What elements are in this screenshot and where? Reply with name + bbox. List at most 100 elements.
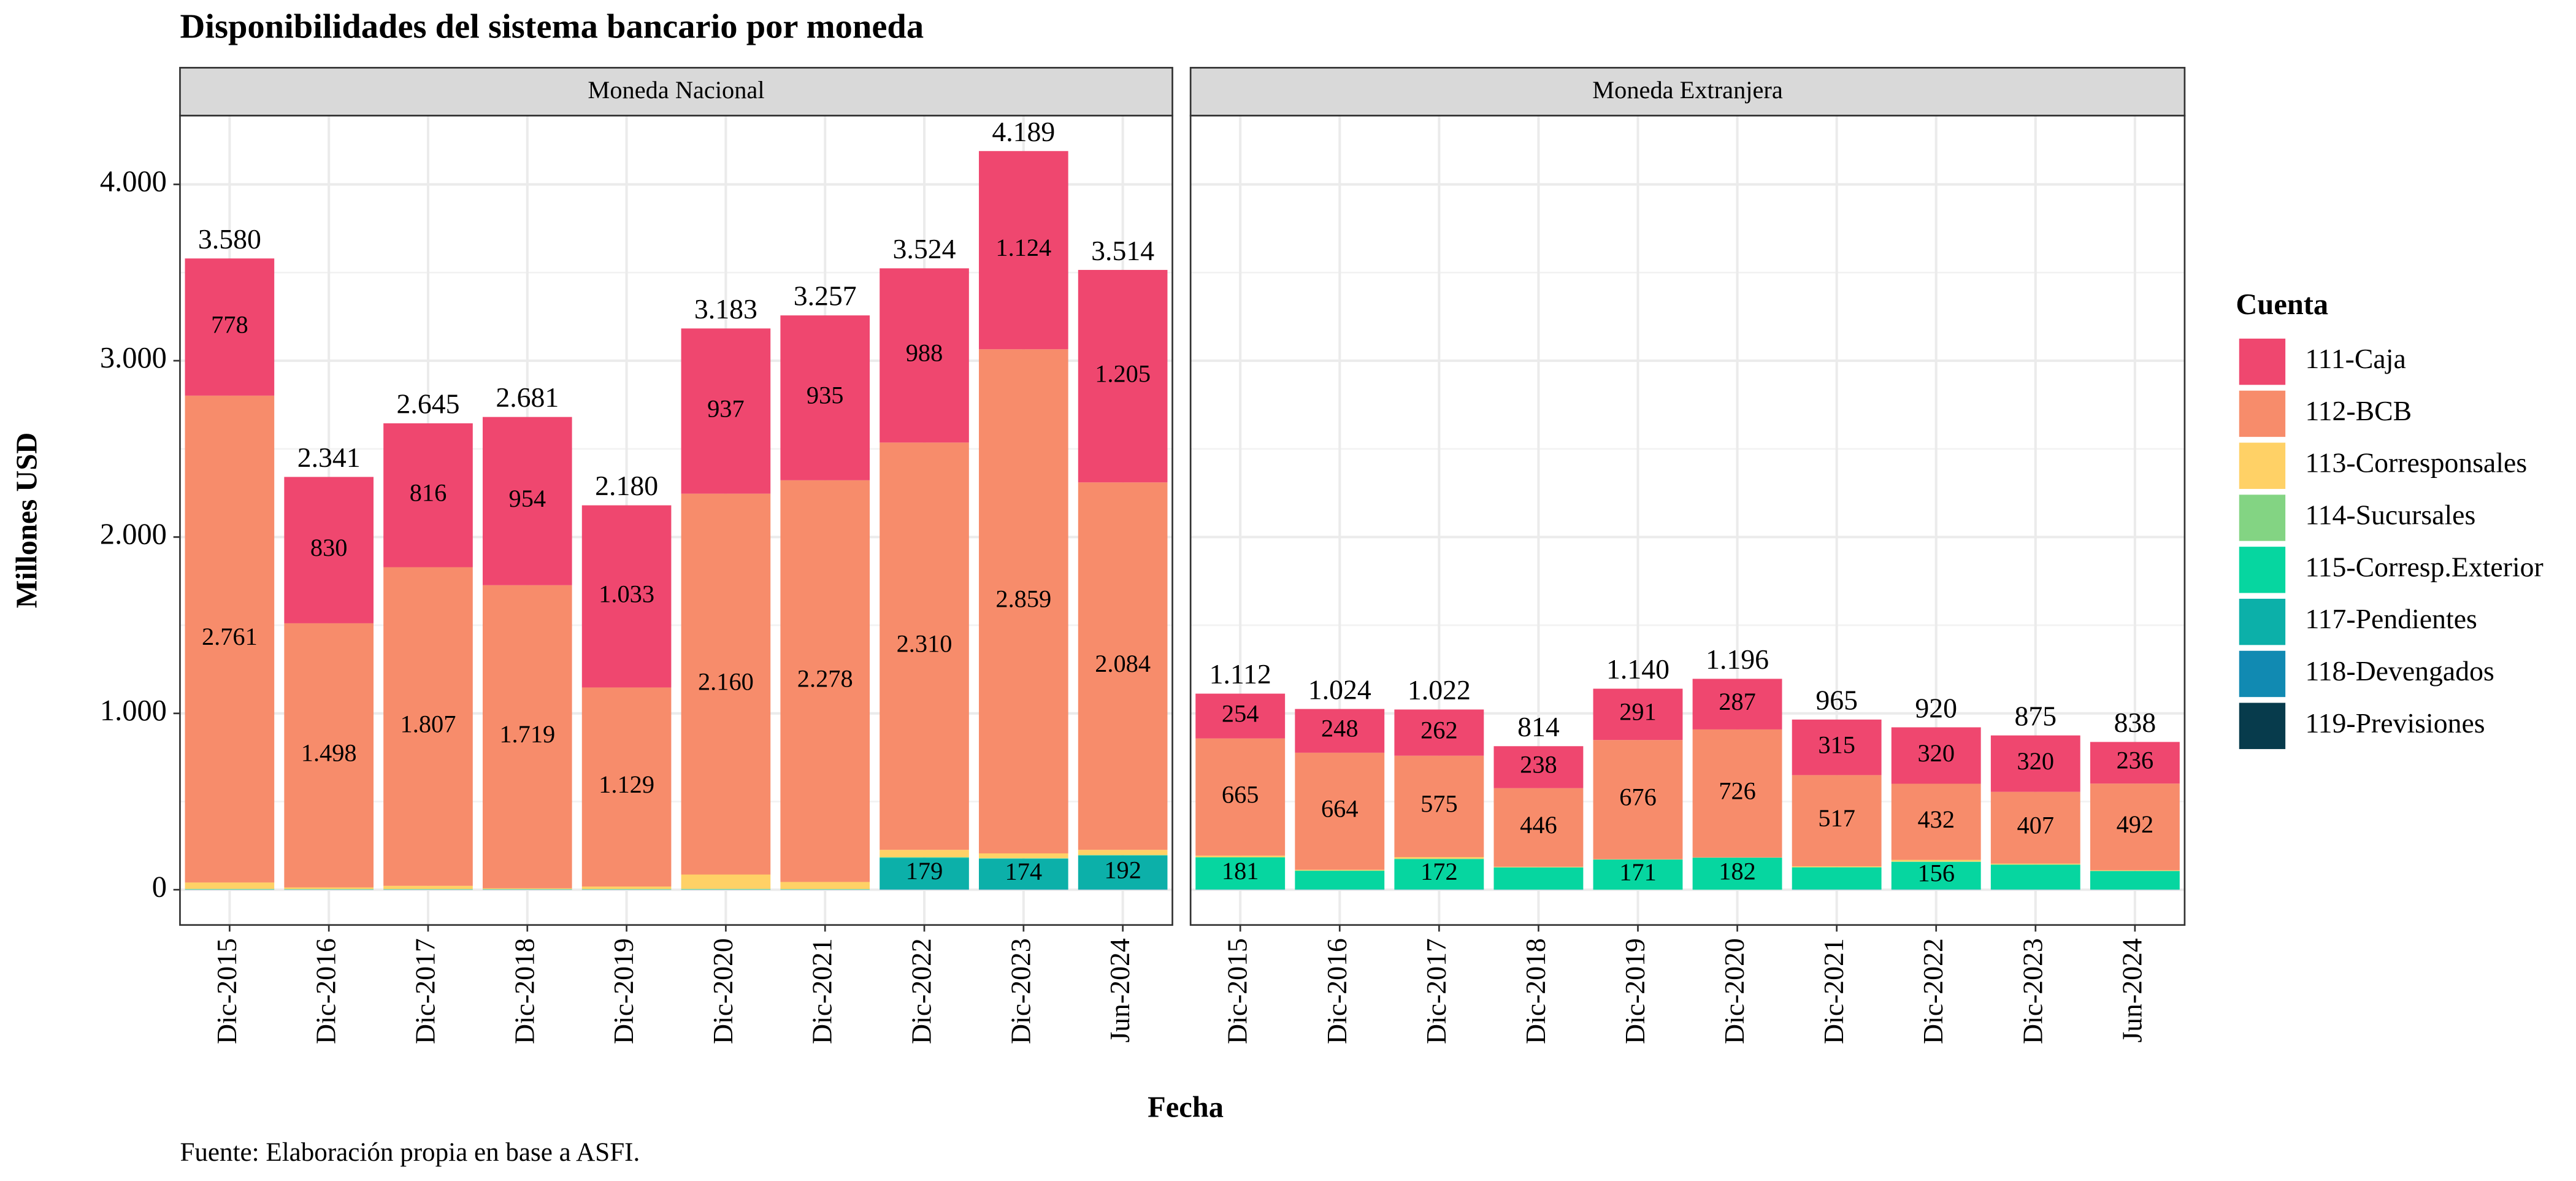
total-label: 1.140 [1606,653,1669,685]
segment-label: 816 [410,479,447,507]
bar-segment [383,567,473,886]
bar-segment [1394,709,1484,756]
panel-title: Moneda Nacional [588,76,764,104]
legend-label: 117-Pendientes [2305,603,2477,634]
total-label: 1.196 [1706,644,1769,675]
bar-segment [185,888,275,890]
bar-segment [1891,861,1981,862]
segment-label: 1.719 [499,720,555,748]
x-tick-label: Dic-2018 [1520,938,1551,1044]
bar-segment [1891,783,1981,860]
x-tick-label: Dic-2015 [211,938,242,1044]
segment-label: 935 [807,382,844,409]
total-label: 3.580 [198,223,261,255]
bar-segment [1295,752,1385,870]
segment-label: 238 [1520,751,1557,779]
segment-label: 174 [1005,858,1043,885]
segment-label: 726 [1719,777,1756,805]
x-tick-label: Dic-2015 [1222,938,1253,1044]
bar-segment [1891,860,1981,862]
bar-segment [284,887,374,890]
segment-label: 171 [1619,858,1657,886]
segment-label: 988 [906,339,943,367]
segment-label: 1.807 [401,710,456,737]
bar-segment [185,258,275,396]
bar-segment [1394,858,1484,860]
x-tick-label: Dic-2019 [608,938,639,1044]
bar-segment [979,858,1068,890]
segment-label: 676 [1619,783,1657,811]
x-tick-label: Jun-2024 [2116,938,2147,1042]
total-label: 3.514 [1091,235,1154,266]
x-tick-label: Dic-2019 [1619,938,1650,1044]
y-tick-label: 3.000 [100,342,167,374]
total-label: 2.180 [595,470,658,501]
segment-label: 2.859 [995,585,1051,612]
total-label: 1.022 [1408,674,1471,706]
bar-segment [681,328,771,494]
segment-label: 315 [1818,731,1855,758]
legend-label: 112-BCB [2305,395,2412,426]
total-label: 3.524 [893,233,956,264]
bar-segment [880,850,969,858]
bar-segment [1493,788,1584,867]
bar-segment [1295,871,1385,890]
segment-label: 446 [1520,811,1557,839]
legend-label: 114-Sucursales [2305,499,2475,531]
bar-segment [482,585,572,888]
bar-segment [1891,727,1981,784]
chart-title: Disponibilidades del sistema bancario po… [180,7,924,45]
bar-segment [1195,693,1286,739]
bar-segment [482,888,572,890]
bar-segment [1593,688,1683,741]
bar-segment [1394,859,1484,890]
segment-label: 179 [906,857,943,885]
bar-segment [1195,738,1286,856]
bar-segment [979,151,1068,350]
bar-segment [1692,679,1782,729]
segment-label: 407 [2017,811,2055,839]
bar-segment [383,423,473,567]
legend-label: 119-Previsiones [2305,707,2485,739]
bar-segment [780,315,870,480]
bar-segment [1792,775,1882,866]
segment-label: 248 [1321,715,1359,742]
bar-segment [1792,866,1882,867]
segment-label: 432 [1917,806,1955,833]
bar-segment [979,349,1068,854]
segment-label: 1.498 [301,739,357,766]
segment-label: 2.761 [202,623,258,650]
legend-swatch [2239,702,2286,749]
segment-label: 182 [1719,857,1756,885]
x-tick-label: Dic-2016 [310,938,342,1044]
panel-border [1189,115,2186,926]
bar-segment [284,623,374,888]
bar-segment [1692,857,1782,890]
segment-label: 287 [1719,688,1756,715]
bar-segment [1078,855,1168,890]
segment-label: 156 [1917,859,1955,887]
segment-label: 291 [1619,698,1657,726]
bar-segment [2090,783,2180,871]
bar-segment [1593,740,1683,860]
segment-label: 254 [1222,699,1259,727]
bar-segment [1295,709,1385,753]
bar-segment [1195,857,1286,858]
segment-label: 2.084 [1095,650,1151,677]
bar-segment [1295,869,1385,871]
x-axis-label: Fecha [1148,1091,1224,1123]
x-tick-label: Dic-2021 [807,938,838,1044]
strip [179,67,1173,117]
segment-label: 262 [1420,716,1458,744]
segment-label: 664 [1321,795,1359,823]
bar-segment [1493,867,1584,890]
x-tick-label: Dic-2018 [508,938,540,1044]
segment-label: 172 [1420,858,1458,885]
bar-segment [1692,729,1782,858]
x-tick-label: Dic-2020 [707,938,738,1044]
legend-swatch [2239,390,2286,437]
bar-segment [880,442,969,850]
bar-segment [1195,855,1286,858]
total-label: 920 [1915,692,1957,723]
bar-segment [2090,742,2180,784]
